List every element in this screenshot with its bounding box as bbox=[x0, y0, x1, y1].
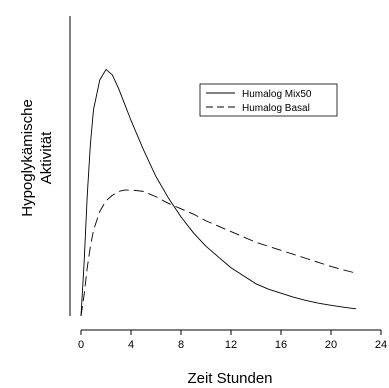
x-ticks: 0 4 8 12 16 20 24 bbox=[78, 330, 387, 351]
plot-area: 0 4 8 12 16 20 24 bbox=[69, 16, 387, 351]
x-tick-label: 0 bbox=[78, 339, 84, 351]
y-axis-title-line-1: Hypoglykämische bbox=[19, 99, 36, 217]
legend: Humalog Mix50 Humalog Basal bbox=[199, 83, 338, 117]
y-axis-title-line-2: Aktivität bbox=[38, 131, 55, 184]
x-tick-label: 24 bbox=[375, 339, 387, 351]
y-axis-title: Hypoglykämische Aktivität bbox=[19, 99, 55, 217]
x-tick-label: 16 bbox=[275, 339, 287, 351]
x-tick-label: 8 bbox=[178, 339, 184, 351]
series-line-mix50 bbox=[80, 68, 357, 317]
series-line-basal bbox=[80, 189, 357, 317]
x-tick-label: 12 bbox=[225, 339, 237, 351]
x-tick-label: 20 bbox=[325, 339, 337, 351]
x-axis-title: Zeit Stunden bbox=[187, 370, 272, 387]
legend-label-basal: Humalog Basal bbox=[242, 103, 310, 114]
x-tick-label: 4 bbox=[128, 339, 134, 351]
legend-label-mix50: Humalog Mix50 bbox=[242, 89, 312, 100]
legend-box bbox=[199, 83, 338, 117]
series-layer bbox=[80, 68, 357, 317]
